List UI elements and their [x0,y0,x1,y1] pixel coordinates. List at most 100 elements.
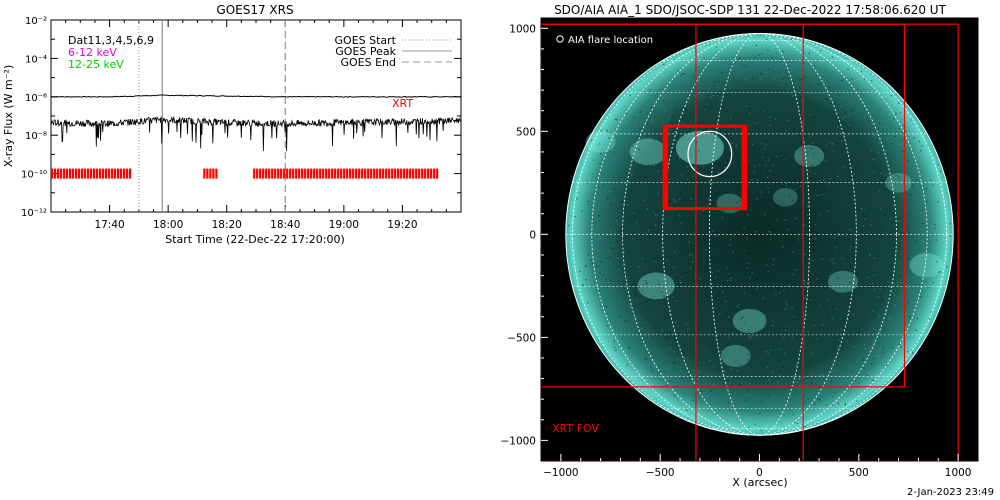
goes-xrt-coverage-mark [385,168,388,179]
goes-xrt-coverage-mark [262,168,265,179]
footer-date: 2-Jan-2023 23:49 [907,487,994,498]
goes-xrt-coverage-mark [412,168,415,179]
goes-xrt-coverage-mark [331,168,334,179]
goes-xrt-coverage-mark [57,168,60,179]
goes-xrt-coverage-mark [334,168,337,179]
goes-xrt-coverage-mark [256,168,259,179]
goes-xrt-coverage-mark [415,168,418,179]
goes-series-long [51,94,462,98]
goes-xrt-coverage-mark [75,168,78,179]
goes-x-tick-label: 19:20 [387,219,417,231]
goes-xrt-coverage-mark [436,168,439,179]
goes-legend-energy-2: 12-25 keV [68,58,124,71]
goes-xrt-coverage-mark [433,168,436,179]
goes-xrt-coverage-mark [295,168,298,179]
goes-xrt-coverage-mark [424,168,427,179]
goes-xrt-coverage-mark [349,168,352,179]
goes-xrt-coverage-mark [215,168,218,179]
goes-xrt-coverage-mark [304,168,307,179]
goes-xrt-coverage-mark [87,168,90,179]
goes-legend-energy-0: Dat11,3,4,5,6,9 [68,34,154,47]
goes-xrt-coverage-mark [343,168,346,179]
goes-xrt-coverage-mark [352,168,355,179]
goes-xrt-coverage-mark [108,168,111,179]
goes-xrt-coverage-mark [319,168,322,179]
goes-legend-start: GOES Start [335,34,397,47]
goes-xrt-coverage-mark [328,168,331,179]
goes-xrt-coverage-mark [367,168,370,179]
goes-xrt-coverage-mark [373,168,376,179]
goes-xrt-coverage-mark [66,168,69,179]
goes-xrt-coverage-mark [105,168,108,179]
goes-series-short [50,115,461,152]
goes-xrt-coverage-mark [203,168,206,179]
goes-xrt-coverage-mark [427,168,430,179]
goes-xrt-coverage-mark [93,168,96,179]
goes-y-tick-label: 10⁻⁶ [25,93,47,104]
goes-xrt-coverage-mark [117,168,120,179]
goes-xrt-coverage-mark [120,168,123,179]
goes-xrt-coverage-mark [358,168,361,179]
goes-xrt-coverage-mark [72,168,75,179]
goes-xrt-coverage-mark [102,168,105,179]
goes-ylabel: X-ray Flux (W m⁻²) [2,65,15,167]
goes-xrt-coverage-mark [418,168,421,179]
goes-xrt-coverage-mark [322,168,325,179]
goes-xrt-coverage-mark [409,168,412,179]
goes-xrt-coverage-mark [78,168,81,179]
goes-xrt-coverage-mark [346,168,349,179]
goes-xrt-coverage-mark [400,168,403,179]
goes-xrt-coverage-mark [376,168,379,179]
goes-y-tick-label: 10⁻² [25,16,47,27]
goes-xrt-coverage-mark [81,168,84,179]
goes-xrt-coverage-mark [69,168,72,179]
goes-y-tick-label: 10⁻⁴ [25,54,47,65]
goes-xrt-coverage-mark [379,168,382,179]
goes-x-tick-label: 18:40 [270,219,300,231]
goes-x-tick-label: 17:40 [94,219,124,231]
goes-xrt-coverage-mark [259,168,262,179]
goes-xrt-coverage-mark [51,168,54,179]
goes-xrt-coverage-mark [286,168,289,179]
goes-xrt-coverage-mark [54,168,57,179]
goes-xrt-label: XRT [392,97,413,110]
goes-legend-end: GOES End [340,56,396,69]
goes-xrt-coverage-mark [212,168,215,179]
goes-xlabel: Start Time (22-Dec-22 17:20:00) [165,233,345,246]
goes-y-tick-label: 10⁻¹⁰ [21,170,47,181]
goes-xrt-coverage-mark [340,168,343,179]
goes-xrt-coverage-mark [325,168,328,179]
goes-y-tick-label: 10⁻⁸ [25,131,47,142]
goes-title: GOES17 XRS [216,3,293,17]
goes-xrt-coverage-mark [268,168,271,179]
goes-xrt-coverage-mark [364,168,367,179]
goes-xrt-coverage-mark [391,168,394,179]
goes-xrt-coverage-mark [99,168,102,179]
goes-xrt-coverage-mark [280,168,283,179]
goes-xrt-coverage-mark [60,168,63,179]
goes-xrt-coverage-mark [406,168,409,179]
goes-xrt-coverage-mark [126,168,129,179]
goes-xrt-coverage-mark [301,168,304,179]
goes-xrt-coverage-mark [355,168,358,179]
goes-xrt-coverage-mark [292,168,295,179]
goes-legend-peak: GOES Peak [335,45,396,58]
goes-xrt-coverage-mark [84,168,87,179]
goes-xrt-coverage-mark [265,168,268,179]
goes-xrt-coverage-mark [253,168,256,179]
goes-xrt-coverage-mark [277,168,280,179]
goes-xrt-coverage-mark [403,168,406,179]
goes-xrt-coverage-mark [271,168,274,179]
goes-xrt-coverage-mark [63,168,66,179]
goes-x-tick-label: 18:20 [212,219,242,231]
goes-xrt-coverage-mark [111,168,114,179]
goes-xrt-coverage-mark [394,168,397,179]
goes-xrt-coverage-mark [310,168,313,179]
goes-x-tick-label: 18:00 [153,219,183,231]
goes-xrt-coverage-mark [90,168,93,179]
goes-xrt-coverage-mark [114,168,117,179]
goes-xrt-coverage-mark [361,168,364,179]
goes-xrt-coverage-mark [307,168,310,179]
goes-xrt-coverage-mark [289,168,292,179]
